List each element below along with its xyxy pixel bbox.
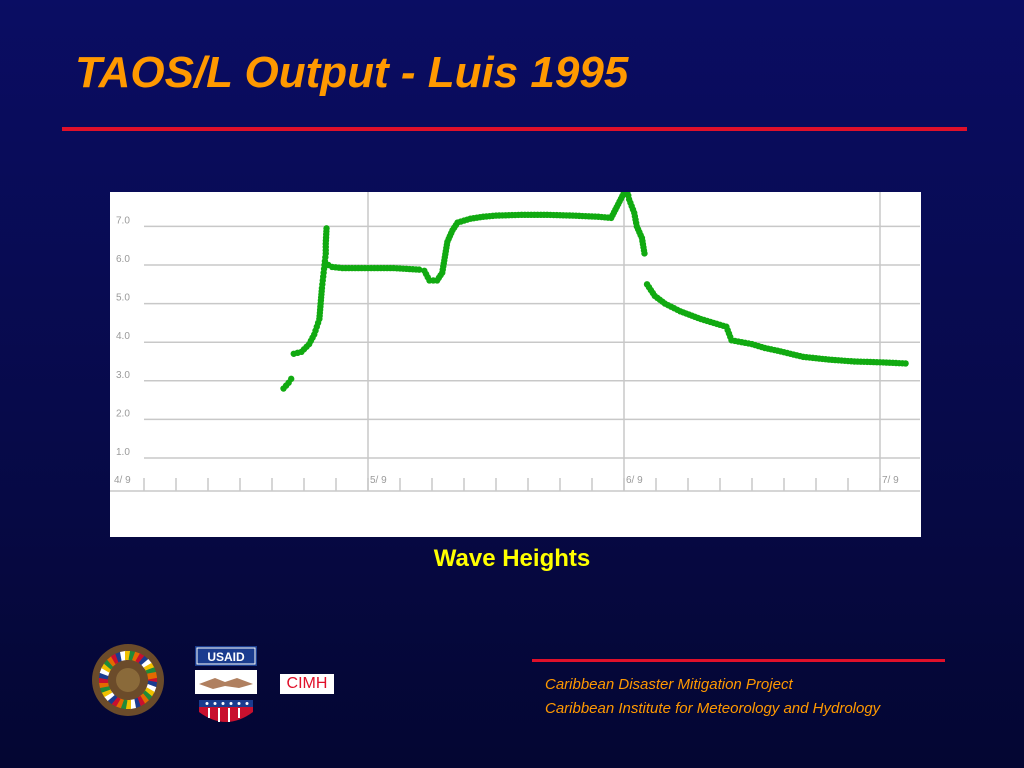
usaid-logo: USAID — [195, 646, 257, 722]
cimh-logo: CIMH — [280, 674, 334, 694]
y-tick-label: 1.0 — [116, 447, 130, 458]
y-tick-label: 6.0 — [116, 254, 130, 265]
y-tick-label: 3.0 — [116, 370, 130, 381]
data-point — [641, 250, 648, 257]
y-tick-label: 7.0 — [116, 215, 130, 226]
y-tick-label: 2.0 — [116, 408, 130, 419]
x-tick-label: 5/ 9 — [370, 475, 387, 486]
x-tick-label: 7/ 9 — [882, 475, 899, 486]
usaid-logo-text: USAID — [207, 650, 245, 664]
oas-logo — [92, 644, 164, 716]
footer-divider — [532, 659, 945, 662]
footer-project-name: Caribbean Disaster Mitigation Project — [545, 676, 793, 693]
handshake-icon — [199, 678, 253, 689]
y-tick-label: 5.0 — [116, 293, 130, 304]
footer-institute-name: Caribbean Institute for Meteorology and … — [545, 700, 881, 717]
data-point — [288, 375, 295, 383]
x-tick-label: 4/ 9 — [114, 475, 131, 486]
data-point — [416, 266, 423, 273]
chart-caption: Wave Heights — [433, 545, 591, 572]
wave-height-chart: 1.0 2.0 3.0 4.0 5.0 6.0 7.0 4/ 9 5/ 9 6/ 9 7/ 9 — [110, 192, 921, 537]
data-point — [902, 360, 909, 367]
title-divider — [62, 127, 967, 131]
slide-title: TAOS/L Output - Luis 1995 — [75, 48, 629, 97]
data-point — [323, 225, 330, 232]
chart-svg: 1.0 2.0 3.0 4.0 5.0 6.0 7.0 4/ 9 5/ 9 6/ 9 7/ 9 — [110, 192, 920, 492]
x-tick-label: 6/ 9 — [626, 475, 643, 486]
y-tick-label: 4.0 — [116, 331, 130, 342]
